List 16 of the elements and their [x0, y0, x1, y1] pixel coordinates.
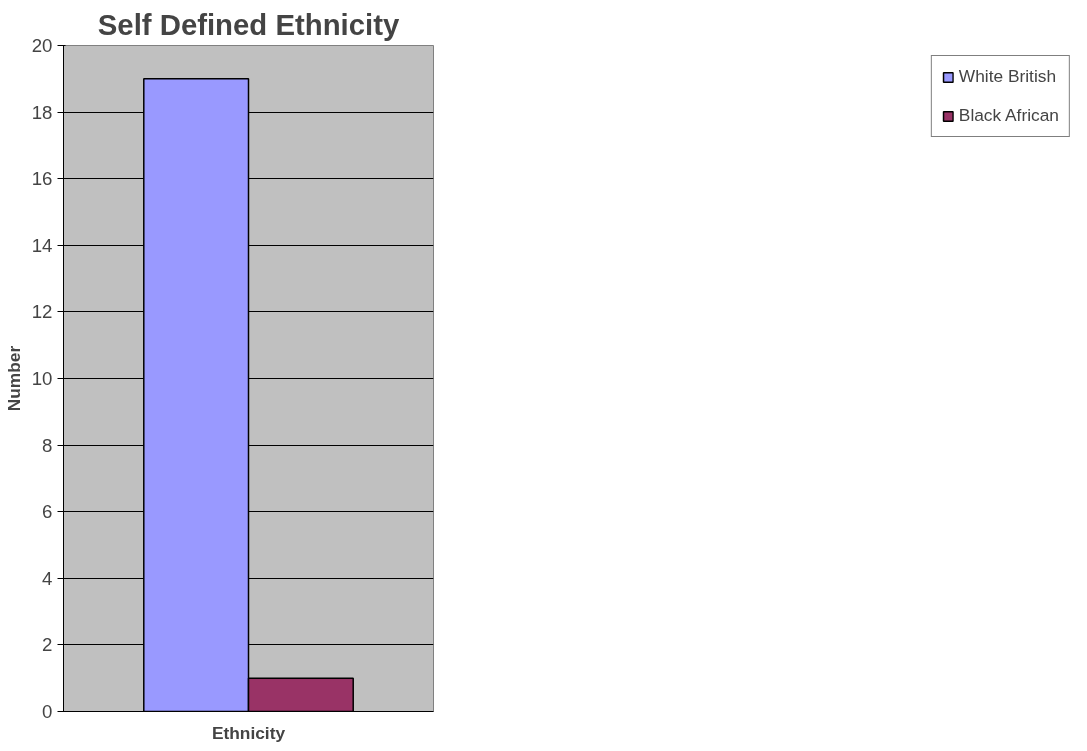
x-axis-title: Ethnicity: [211, 722, 286, 743]
y-tick-label: 14: [31, 234, 53, 256]
y-tick-label: 20: [31, 35, 53, 56]
y-tick-label: 2: [42, 634, 53, 656]
legend-label: White British: [958, 66, 1057, 87]
y-tick-label: 0: [42, 701, 53, 722]
y-tick-label: 8: [42, 434, 53, 456]
y-tick-label: 18: [31, 101, 53, 123]
y-axis-title: Number: [3, 345, 24, 412]
chart-title: Self Defined Ethnicity: [97, 7, 400, 41]
y-tick-label: 10: [31, 368, 53, 389]
y-tick-label: 4: [42, 567, 53, 589]
legend-label: Black African: [958, 105, 1059, 126]
y-tick-label: 6: [42, 501, 53, 523]
y-tick-label: 12: [31, 301, 53, 323]
y-tick-label: 16: [31, 168, 53, 190]
